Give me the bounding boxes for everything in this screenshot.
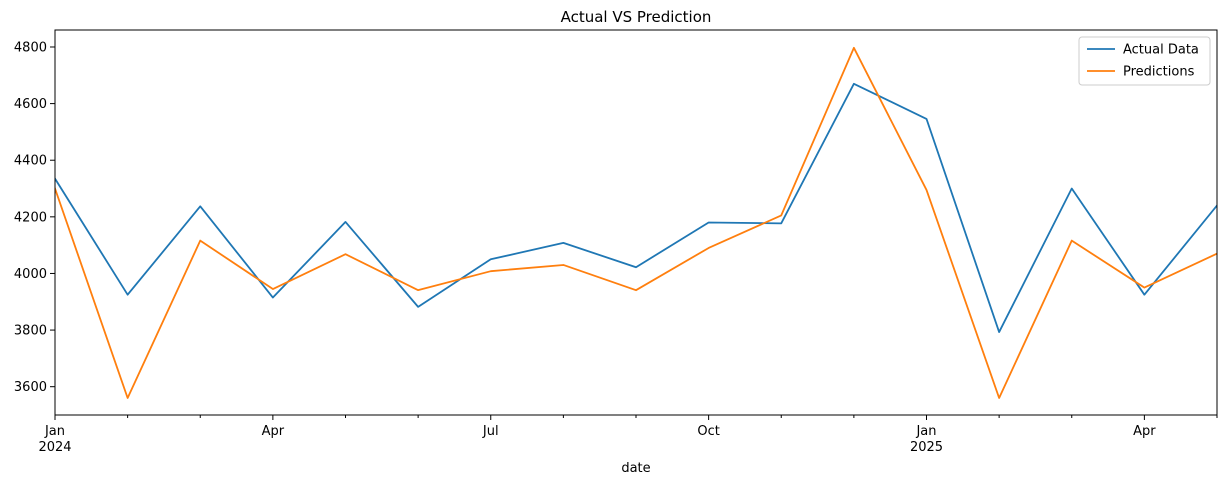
y-tick-label: 4600 — [14, 97, 47, 112]
x-axis-label: date — [621, 461, 650, 476]
x-tick-label: Apr — [1133, 424, 1156, 439]
series-layer — [55, 46, 1217, 399]
x-tick-label: Oct — [697, 424, 719, 439]
y-tick-label: 4400 — [14, 154, 47, 169]
x-tick-label: Jan — [915, 424, 936, 439]
y-tick-label: 4800 — [14, 40, 47, 55]
series-line-predictions — [55, 46, 1217, 399]
x-tick-year-label: 2024 — [38, 440, 71, 455]
plot-frame — [54, 29, 1218, 416]
x-tick-label: Apr — [262, 424, 285, 439]
x-tick-label: Jul — [482, 424, 499, 439]
x-tick-label: Jan — [44, 424, 65, 439]
legend-label: Predictions — [1123, 65, 1195, 80]
legend: Actual Data Predictions — [1078, 36, 1211, 86]
y-tick-label: 4200 — [14, 210, 47, 225]
y-tick-label: 3600 — [14, 380, 47, 395]
legend-label: Actual Data — [1123, 43, 1199, 58]
chart-title: Actual VS Prediction — [561, 8, 712, 26]
series-line-actual-data — [55, 82, 1217, 333]
y-tick-label: 3800 — [14, 324, 47, 339]
y-axis: 3600 3800 4000 4200 4400 4600 4800 — [14, 40, 55, 395]
x-tick-year-label: 2025 — [910, 440, 943, 455]
y-tick-label: 4000 — [14, 267, 47, 282]
